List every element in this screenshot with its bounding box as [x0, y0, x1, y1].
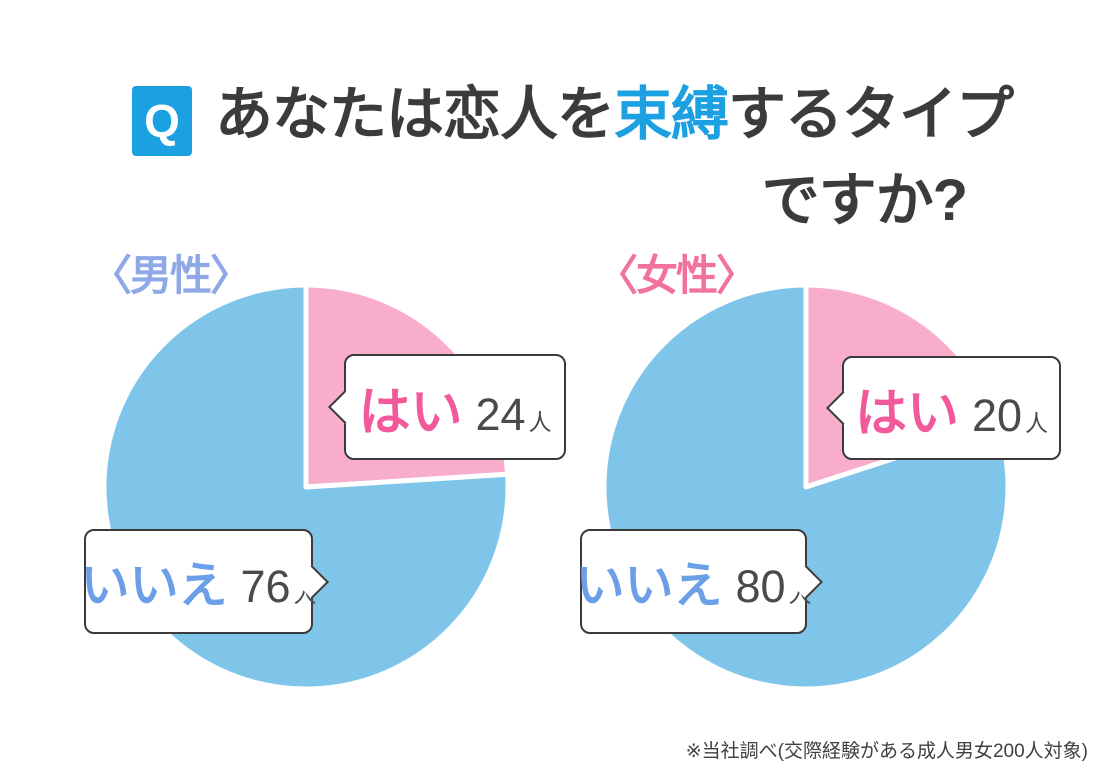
- unit-label: 人: [1025, 409, 1049, 436]
- group-label-male: 〈男性〉: [90, 252, 252, 299]
- title-part-after: するタイプ: [728, 82, 1014, 147]
- survey-footnote: ※当社調べ(交際経験がある成人男女200人対象): [685, 741, 1088, 762]
- unit-label: 人: [528, 408, 552, 435]
- answer-count: 80: [735, 561, 786, 612]
- callout-content: いいえ 76 人: [80, 546, 316, 617]
- question-badge-letter: Q: [144, 95, 180, 147]
- answer-label-no: いいえ: [575, 559, 723, 613]
- title-part-highlight: 束縛: [614, 82, 729, 147]
- question-badge: Q: [132, 86, 192, 156]
- question-title: あなたは恋人を束縛するタイプ ですか?: [215, 72, 1014, 244]
- callout-content: いいえ80人: [575, 546, 811, 617]
- callout-female-no: いいえ80人: [575, 529, 823, 634]
- question-title-line1: あなたは恋人を束縛するタイプ: [215, 72, 1014, 158]
- answer-count: 20: [971, 389, 1023, 441]
- title-part-before: あなたは恋人を: [215, 82, 615, 147]
- callout-male-no: いいえ 76 人: [80, 529, 329, 634]
- answer-label-yes: はい: [854, 384, 959, 443]
- answer-label-no: いいえ: [80, 559, 228, 613]
- callout-female-yes: はい 20 人: [826, 356, 1061, 460]
- answer-count: 24: [475, 388, 526, 440]
- question-title-line2: ですか?: [761, 168, 968, 233]
- answer-label-yes: はい: [358, 383, 463, 442]
- callout-content: はい 20 人: [855, 371, 1048, 446]
- callout-male-yes: はい 24 人: [328, 354, 566, 460]
- group-label-female: 〈女性〉: [596, 252, 758, 299]
- answer-count: 76: [240, 561, 291, 612]
- callout-content: はい 24 人: [358, 370, 551, 445]
